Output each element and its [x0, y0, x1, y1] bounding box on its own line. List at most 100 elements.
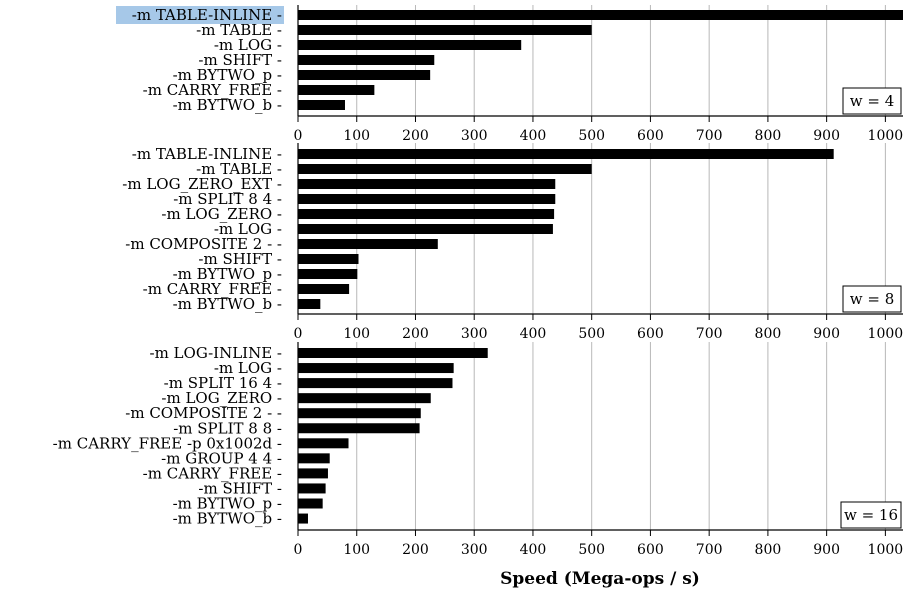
- category-label: -m SHIFT -: [198, 479, 282, 497]
- category-label: -m BYTWO_p -: [173, 66, 282, 84]
- panel-label-box: [842, 285, 902, 313]
- x-tick-label: 300: [461, 128, 488, 144]
- x-tick-label: 100: [343, 542, 370, 558]
- bar: [298, 269, 358, 279]
- bar: [298, 299, 321, 309]
- bar: [298, 483, 326, 494]
- category-label: -m GROUP 4 4 -: [161, 449, 282, 467]
- x-tick-label: 0: [294, 326, 303, 342]
- bar: [298, 85, 375, 95]
- x-tick-label: 300: [461, 326, 488, 342]
- panel-label: w = 8: [850, 290, 895, 308]
- x-tick-label: 500: [578, 128, 605, 144]
- category-label: -m COMPOSITE 2 - -: [125, 404, 282, 422]
- category-label: -m LOG_ZERO_EXT -: [122, 175, 282, 193]
- bar: [298, 40, 522, 50]
- category-label: -m CARRY_FREE -: [143, 464, 282, 482]
- selection-highlight: [116, 6, 284, 24]
- panel-label: w = 16: [844, 506, 898, 524]
- panel-label: w = 4: [850, 92, 895, 110]
- bar: [298, 393, 431, 404]
- bar: [298, 438, 349, 449]
- x-tick-label: 500: [578, 542, 605, 558]
- x-tick-label: 300: [461, 542, 488, 558]
- category-label: -m CARRY_FREE -: [143, 280, 282, 298]
- bar: [298, 164, 592, 174]
- category-label: -m LOG-INLINE -: [150, 344, 283, 362]
- bar: [298, 55, 435, 65]
- bar: [298, 70, 431, 80]
- category-label: -m BYTWO_b -: [173, 96, 282, 114]
- category-label: -m LOG -: [214, 359, 282, 377]
- category-label: -m SPLIT 16 4 -: [164, 374, 282, 392]
- category-label: -m SHIFT -: [198, 51, 282, 69]
- bar: [298, 348, 488, 358]
- category-label: -m LOG_ZERO -: [161, 389, 282, 407]
- category-label: -m LOG_ZERO -: [161, 205, 282, 223]
- x-tick-label: 100: [343, 326, 370, 342]
- category-label: -m BYTWO_b -: [173, 510, 282, 528]
- category-label: -m LOG -: [214, 36, 282, 54]
- bar: [298, 100, 345, 110]
- bar: [298, 10, 903, 20]
- category-label: -m TABLE-INLINE -: [132, 145, 282, 163]
- category-label: -m SPLIT 8 4 -: [173, 190, 282, 208]
- bar: [298, 284, 350, 294]
- bar: [298, 408, 421, 419]
- x-tick-label: 200: [402, 128, 429, 144]
- category-label: -m TABLE-INLINE -: [132, 6, 282, 24]
- x-tick-label: 200: [402, 326, 429, 342]
- x-tick-label: 700: [696, 128, 723, 144]
- x-tick-label: 400: [520, 542, 547, 558]
- x-tick-label: 400: [520, 326, 547, 342]
- bar: [298, 149, 834, 159]
- x-tick-label: 500: [578, 326, 605, 342]
- bar: [298, 513, 308, 524]
- category-label: -m SPLIT 8 8 -: [173, 419, 282, 437]
- category-label: -m BYTWO_p -: [173, 265, 282, 283]
- category-label: -m LOG -: [214, 220, 282, 238]
- bar: [298, 378, 453, 389]
- x-tick-label: 700: [696, 542, 723, 558]
- x-tick-label: 900: [813, 326, 840, 342]
- x-tick-label: 1000: [868, 128, 904, 144]
- bar: [298, 194, 556, 204]
- x-tick-label: 800: [755, 128, 782, 144]
- bar: [298, 254, 359, 264]
- category-label: -m BYTWO_b -: [173, 295, 282, 313]
- bar: [298, 423, 420, 434]
- bar: [298, 498, 323, 509]
- panel-label-box: [842, 87, 902, 115]
- bar: [298, 25, 592, 35]
- x-tick-label: 400: [520, 128, 547, 144]
- x-tick-label: 600: [637, 128, 664, 144]
- bar: [298, 179, 556, 189]
- bar: [298, 468, 328, 479]
- x-tick-label: 600: [637, 542, 664, 558]
- category-label: -m CARRY_FREE -: [143, 81, 282, 99]
- category-label: -m TABLE -: [196, 21, 282, 39]
- x-tick-label: 800: [755, 326, 782, 342]
- x-tick-label: 900: [813, 128, 840, 144]
- category-label: -m CARRY_FREE -p 0x1002d -: [53, 434, 282, 452]
- x-tick-label: 700: [696, 326, 723, 342]
- bar: [298, 239, 438, 249]
- x-tick-label: 1000: [868, 542, 904, 558]
- category-label: -m SHIFT -: [198, 250, 282, 268]
- category-label: -m TABLE -: [196, 160, 282, 178]
- x-tick-label: 0: [294, 128, 303, 144]
- x-tick-label: 600: [637, 326, 664, 342]
- bar: [298, 224, 553, 234]
- x-tick-label: 800: [755, 542, 782, 558]
- x-tick-label: 200: [402, 542, 429, 558]
- bar: [298, 453, 330, 464]
- x-axis-title: Speed (Mega-ops / s): [500, 569, 700, 589]
- category-label: -m BYTWO_p -: [173, 495, 282, 513]
- bar: [298, 209, 555, 219]
- x-tick-label: 0: [294, 542, 303, 558]
- category-label: -m COMPOSITE 2 - -: [125, 235, 282, 253]
- x-tick-label: 100: [343, 128, 370, 144]
- x-tick-label: 1000: [868, 326, 904, 342]
